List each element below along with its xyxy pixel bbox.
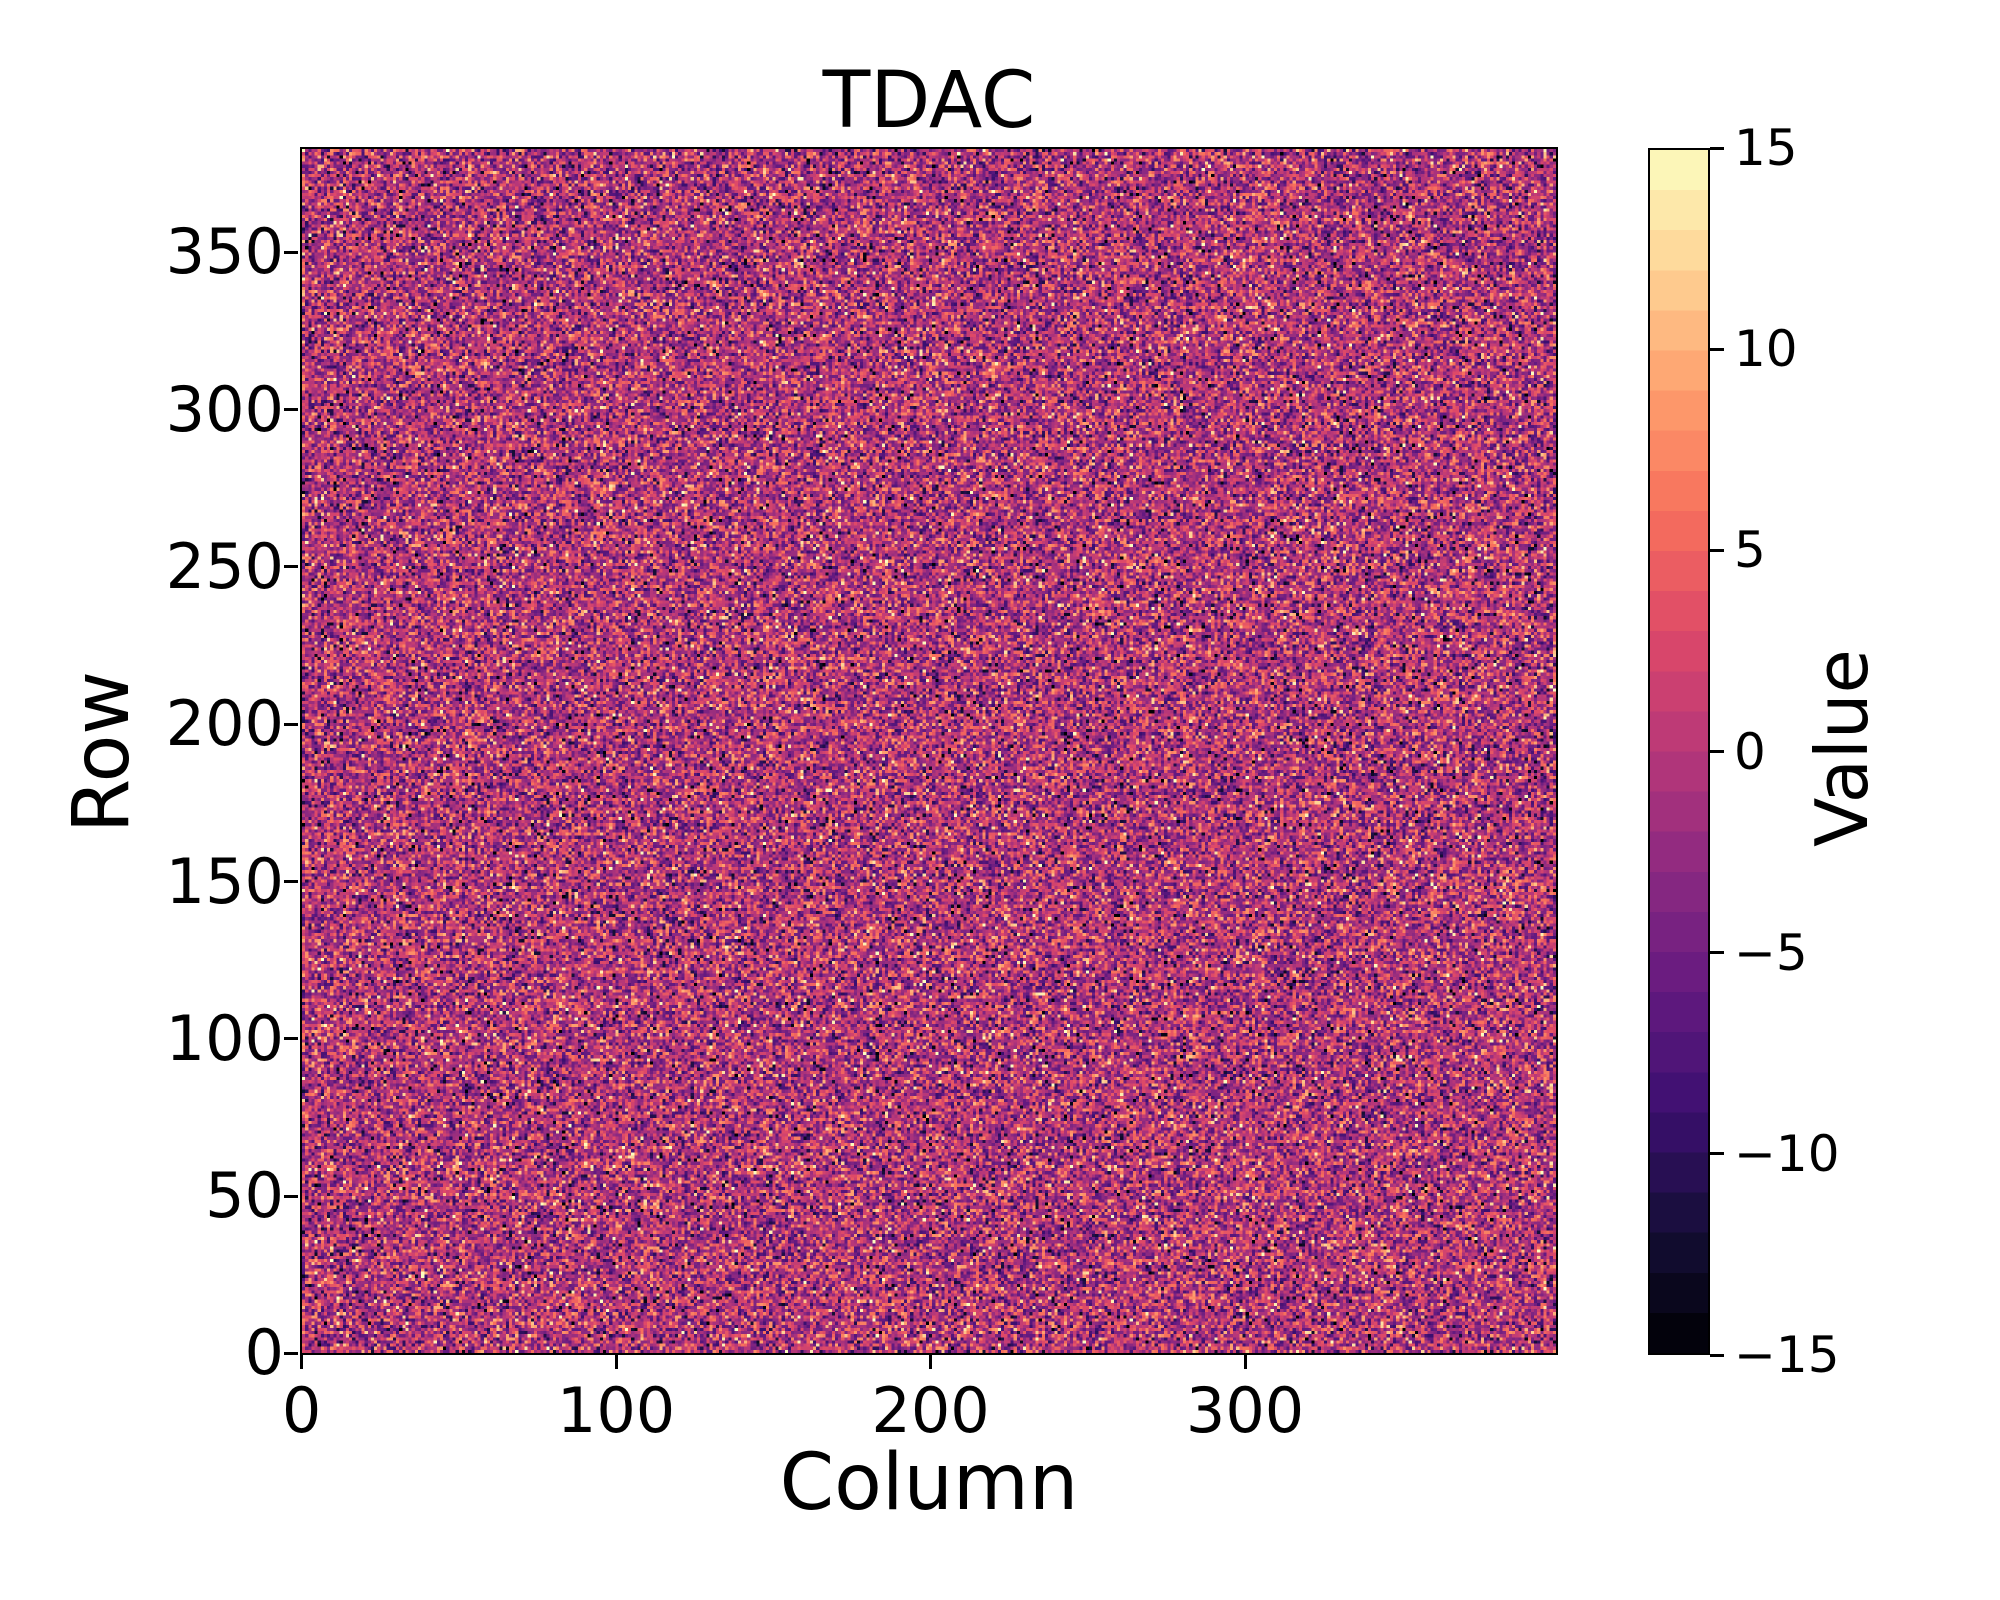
plot-area bbox=[300, 147, 1558, 1355]
y-tick-label: 300 bbox=[165, 372, 284, 446]
colorbar-tick-label: 5 bbox=[1734, 521, 1766, 580]
y-tick-mark bbox=[284, 565, 298, 569]
x-tick-label: 0 bbox=[281, 1374, 322, 1447]
colorbar-tick-mark bbox=[1710, 146, 1724, 150]
colorbar-tick-label: −5 bbox=[1734, 923, 1808, 982]
colorbar bbox=[1648, 148, 1710, 1355]
colorbar-tick-mark bbox=[1710, 1152, 1724, 1156]
colorbar-tick-label: −10 bbox=[1734, 1124, 1840, 1183]
y-tick-label: 0 bbox=[244, 1316, 284, 1390]
y-tick-label: 200 bbox=[165, 687, 284, 761]
x-axis-label: Column bbox=[779, 1438, 1079, 1528]
colorbar-gradient bbox=[1650, 150, 1708, 1353]
heatmap-image bbox=[302, 149, 1556, 1353]
x-tick-label: 300 bbox=[1185, 1374, 1305, 1447]
y-tick-mark bbox=[284, 722, 298, 726]
colorbar-tick-label: 10 bbox=[1734, 320, 1798, 379]
colorbar-tick-label: 0 bbox=[1734, 722, 1766, 781]
y-tick-mark bbox=[284, 1037, 298, 1041]
colorbar-tick-mark bbox=[1710, 1353, 1724, 1357]
y-axis-label: Row bbox=[57, 670, 147, 834]
y-tick-mark bbox=[284, 880, 298, 884]
colorbar-tick-mark bbox=[1710, 951, 1724, 955]
y-tick-label: 100 bbox=[165, 1001, 284, 1075]
x-tick-label: 100 bbox=[556, 1374, 676, 1447]
x-tick-mark bbox=[929, 1355, 933, 1369]
colorbar-label: Value bbox=[1800, 649, 1884, 847]
y-tick-mark bbox=[284, 1351, 298, 1355]
chart-title: TDAC bbox=[822, 56, 1036, 146]
y-tick-mark bbox=[284, 408, 298, 412]
colorbar-tick-mark bbox=[1710, 347, 1724, 351]
y-tick-mark bbox=[284, 250, 298, 254]
y-tick-label: 250 bbox=[165, 529, 284, 603]
y-tick-label: 150 bbox=[165, 844, 284, 918]
x-tick-mark bbox=[300, 1355, 304, 1369]
y-tick-label: 350 bbox=[165, 215, 284, 289]
x-tick-mark bbox=[614, 1355, 618, 1369]
y-tick-mark bbox=[284, 1194, 298, 1198]
colorbar-tick-mark bbox=[1710, 548, 1724, 552]
y-tick-label: 50 bbox=[205, 1159, 284, 1233]
colorbar-tick-label: −15 bbox=[1734, 1326, 1840, 1384]
colorbar-tick-label: 15 bbox=[1734, 119, 1798, 177]
x-tick-mark bbox=[1243, 1355, 1247, 1369]
x-tick-label: 200 bbox=[871, 1374, 990, 1447]
colorbar-tick-mark bbox=[1710, 750, 1724, 753]
